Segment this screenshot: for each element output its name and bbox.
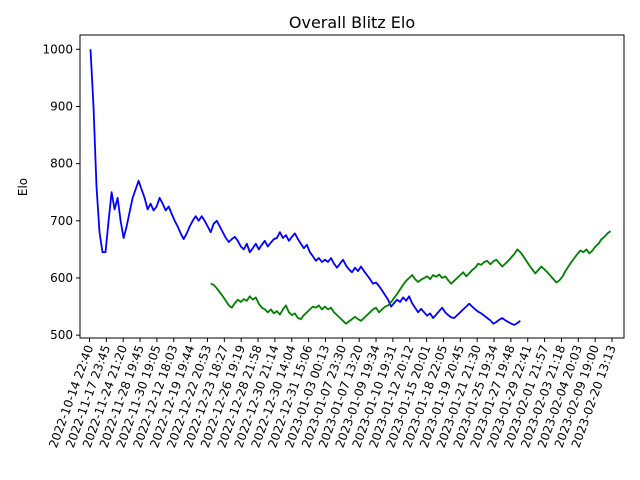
y-axis-label: Elo xyxy=(16,178,30,196)
y-tick-label: 1000 xyxy=(42,42,73,56)
axes-frame xyxy=(79,34,625,339)
y-tick-label: 500 xyxy=(50,328,73,342)
y-tick-label: 900 xyxy=(50,99,73,113)
y-axis: 500 600 700 800 900 1000 xyxy=(42,42,80,342)
plot-area xyxy=(89,49,612,326)
series-line-1 xyxy=(210,230,612,325)
series-line-0 xyxy=(89,49,521,326)
chart-title: Overall Blitz Elo xyxy=(289,13,415,32)
y-tick-label: 800 xyxy=(50,157,73,171)
y-tick-label: 600 xyxy=(50,271,73,285)
y-tick-label: 700 xyxy=(50,214,73,228)
